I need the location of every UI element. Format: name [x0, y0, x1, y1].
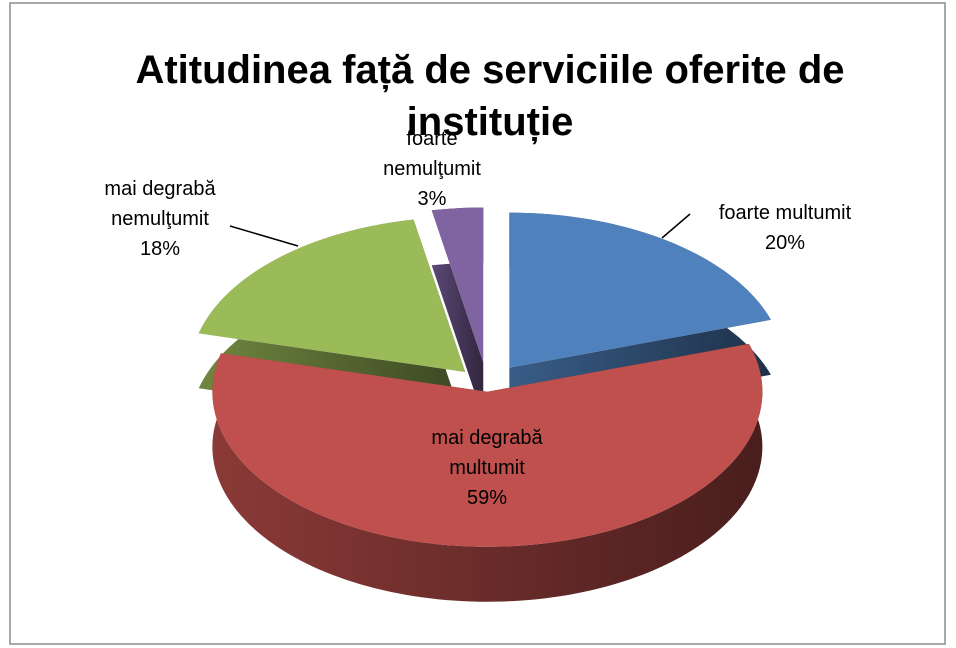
value-label: 59%	[466, 487, 508, 509]
slice-label: foarte multumit 20%	[680, 198, 890, 258]
leader-line	[661, 213, 691, 239]
pie-slice	[431, 207, 484, 363]
category-label: foarte nemulţumit	[383, 128, 481, 180]
category-label: mai degrabă multumit	[431, 427, 543, 479]
value-label: 20%	[764, 232, 806, 254]
leader-line	[229, 225, 299, 247]
slices	[198, 207, 771, 602]
slice-label: mai degrabă nemulţumit 18%	[85, 174, 235, 264]
slice-label: mai degrabă multumit 59%	[412, 423, 562, 513]
pie-slice	[198, 219, 466, 372]
value-label: 3%	[417, 188, 447, 210]
value-label: 18%	[139, 238, 181, 260]
slice-label: foarte nemulţumit 3%	[377, 124, 487, 214]
category-label: foarte multumit	[718, 202, 852, 224]
chart-title: Atitudinea față de serviciile oferite de…	[135, 48, 845, 144]
category-label: mai degrabă nemulţumit	[104, 178, 216, 230]
pie-slice	[509, 212, 771, 368]
pie-slice	[212, 343, 763, 547]
